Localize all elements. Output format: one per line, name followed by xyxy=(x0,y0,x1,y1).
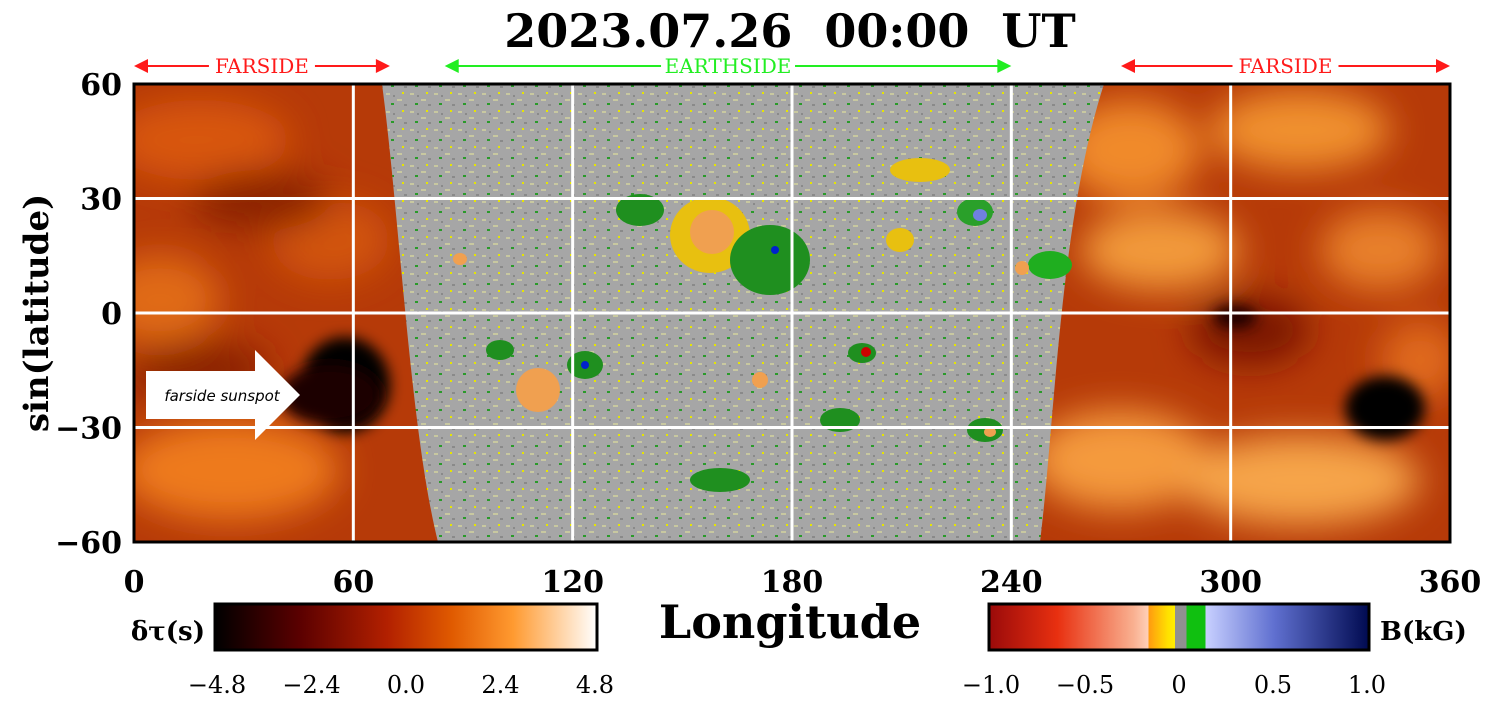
region-arrowhead xyxy=(134,59,148,73)
annotation-text: farside sunspot xyxy=(164,387,280,405)
plot-frame xyxy=(132,82,1452,544)
region-arrowhead xyxy=(1436,59,1450,73)
magnetic-regions xyxy=(453,158,1072,492)
x-axis-label: Longitude xyxy=(659,595,921,649)
colorbar-right: B(kG) −1.0 −0.5 0 0.5 1.0 xyxy=(962,602,1467,699)
region-arrow: FARSIDE xyxy=(1121,54,1450,78)
y-tick-label: −60 xyxy=(55,526,122,561)
colorbar-tick-label: −4.8 xyxy=(188,671,246,699)
colorbar-tick-label: −1.0 xyxy=(962,671,1020,699)
colorbar-left-gradient xyxy=(213,602,599,652)
region-label: FARSIDE xyxy=(1239,54,1333,78)
y-axis-label: sin(latitude) xyxy=(17,194,57,432)
x-tick-label: 60 xyxy=(332,565,374,600)
region-arrow: EARTHSIDE xyxy=(444,54,1012,78)
farside-sunspot-annotation: farside sunspot xyxy=(146,350,300,440)
colorbar-tick-label: 0.5 xyxy=(1254,671,1292,699)
annotation-arrow xyxy=(146,350,300,440)
x-axis: 0 60 120 180 240 300 360 xyxy=(124,565,1482,600)
x-tick-label: 240 xyxy=(980,565,1043,600)
colorbar-tick-label: 0 xyxy=(1171,671,1186,699)
chart-title: 2023.07.26 00:00 UT xyxy=(504,4,1076,58)
y-tick-label: 0 xyxy=(101,297,122,332)
region-label: FARSIDE xyxy=(215,54,309,78)
region-markers: FARSIDE EARTHSIDE FARSIDE xyxy=(134,54,1450,78)
x-tick-label: 300 xyxy=(1199,565,1262,600)
colorbar-tick-label: 2.4 xyxy=(481,671,519,699)
colorbar-tick-label: 4.8 xyxy=(576,671,614,699)
region-arrowhead xyxy=(375,59,390,73)
y-axis: −60 −30 0 30 60 xyxy=(55,68,122,561)
colorbar-tick-label: 0.0 xyxy=(387,671,425,699)
colorbar-tick-label: −0.5 xyxy=(1056,671,1114,699)
region-arrow: FARSIDE xyxy=(134,54,390,78)
region-arrowhead xyxy=(444,59,459,73)
colorbar-right-gradient xyxy=(987,602,1371,652)
colorbar-tick-label: −2.4 xyxy=(282,671,340,699)
colorbar-right-ticks: −1.0 −0.5 0 0.5 1.0 xyxy=(962,671,1386,699)
colorbar-left-label: δτ(s) xyxy=(131,617,205,647)
colorbar-right-label: B(kG) xyxy=(1380,617,1467,647)
grid xyxy=(134,84,1450,542)
region-arrowhead xyxy=(997,59,1012,73)
y-tick-label: −30 xyxy=(55,412,122,447)
y-tick-label: 30 xyxy=(80,183,122,218)
farside-sunspots xyxy=(280,305,1425,440)
region-label: EARTHSIDE xyxy=(665,54,792,78)
x-tick-label: 180 xyxy=(761,565,824,600)
x-tick-label: 360 xyxy=(1419,565,1482,600)
x-tick-label: 120 xyxy=(541,565,604,600)
colorbar-left-ticks: −4.8 −2.4 0.0 2.4 4.8 xyxy=(188,671,614,699)
y-tick-label: 60 xyxy=(80,68,122,103)
region-arrowhead xyxy=(1121,59,1135,73)
colorbar-tick-label: 1.0 xyxy=(1348,671,1386,699)
x-tick-label: 0 xyxy=(124,565,145,600)
colorbar-left: δτ(s) −4.8 −2.4 0.0 2.4 4.8 xyxy=(131,602,614,699)
